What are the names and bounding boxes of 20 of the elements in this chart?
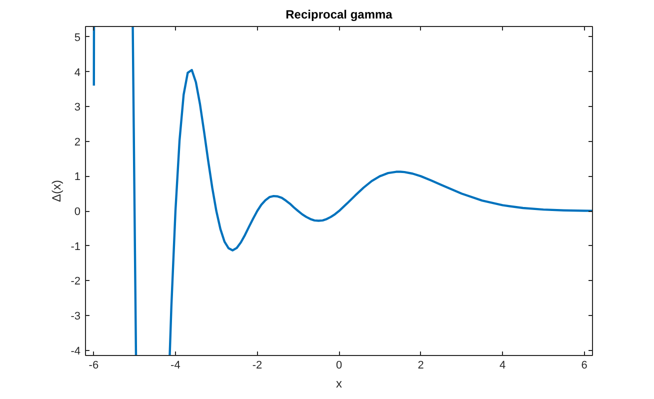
y-tick-label: 3 <box>74 102 81 114</box>
x-tick-label: -6 <box>88 360 99 372</box>
y-tick-label: 4 <box>74 66 81 79</box>
y-tick-label: 1 <box>74 171 81 184</box>
y-tick-label: 2 <box>74 136 81 148</box>
x-tick-label: -4 <box>170 360 180 372</box>
x-tick-label: 2 <box>418 360 424 372</box>
x-tick-label: 0 <box>336 360 342 372</box>
x-axis-title: x <box>336 376 342 390</box>
y-tick-label: 0 <box>74 206 81 218</box>
y-axis-title: Δ(x) <box>50 180 64 202</box>
y-tick-label: -1 <box>70 240 80 253</box>
x-tick-label: 4 <box>499 360 506 372</box>
y-tick-label: -4 <box>70 345 80 358</box>
chart-title: Reciprocal gamma <box>286 8 393 22</box>
y-tick-label: 5 <box>74 32 81 44</box>
x-tick-label: 6 <box>581 360 588 372</box>
x-tick-label: -2 <box>252 360 262 372</box>
y-tick-label: -2 <box>70 276 80 288</box>
y-tick-label: -3 <box>70 310 80 322</box>
